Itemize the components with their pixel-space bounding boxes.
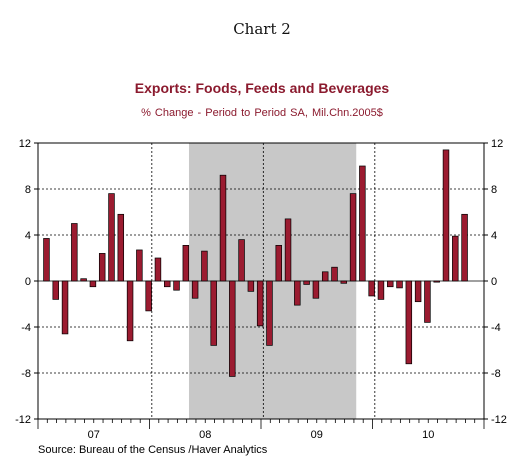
bar xyxy=(368,280,375,297)
page-title: Chart 2 xyxy=(233,20,291,38)
bar xyxy=(321,271,329,282)
y-tick-label-left: 4 xyxy=(25,230,31,242)
bar xyxy=(275,245,282,282)
chart-title: Exports: Foods, Feeds and Beverages xyxy=(134,80,390,96)
bar xyxy=(396,280,403,289)
bar xyxy=(331,266,338,282)
y-tick-label-right: 8 xyxy=(491,184,497,196)
bar xyxy=(191,280,199,299)
bar xyxy=(266,280,273,346)
chart-subtitle: % Change - Period to Period SA, Mil.Chn.… xyxy=(141,107,383,119)
bar xyxy=(340,280,348,284)
bar xyxy=(173,280,180,291)
y-tick-label-right: -8 xyxy=(491,368,501,380)
bar xyxy=(80,278,87,282)
bar xyxy=(442,149,450,282)
axes-layer xyxy=(34,142,488,429)
bar xyxy=(247,280,255,292)
bar xyxy=(377,280,385,300)
bar xyxy=(294,280,301,306)
y-tick-label-right: 4 xyxy=(491,230,497,242)
bar xyxy=(164,280,171,288)
y-tick-label-left: -12 xyxy=(15,414,31,426)
bar xyxy=(145,280,152,312)
source-note: Source: Bureau of the Census /Haver Anal… xyxy=(38,444,268,456)
bar xyxy=(387,280,394,288)
x-year-label: 09 xyxy=(311,429,323,441)
bar xyxy=(210,280,217,346)
y-tick-label-left: 8 xyxy=(25,184,31,196)
bar xyxy=(256,280,264,327)
bar xyxy=(182,245,190,282)
bar xyxy=(136,249,143,282)
bar xyxy=(359,165,366,282)
bar xyxy=(424,280,431,323)
bar xyxy=(452,235,459,282)
y-tick-label-right: 0 xyxy=(491,276,497,288)
bar xyxy=(303,280,310,285)
y-tick-label-left: 12 xyxy=(19,138,31,150)
y-tick-label-left: -4 xyxy=(21,322,31,334)
bar xyxy=(284,218,292,282)
bar xyxy=(238,239,245,282)
bar xyxy=(154,257,162,282)
bar xyxy=(117,213,125,282)
bar xyxy=(61,280,69,335)
y-tick-label-left: -8 xyxy=(21,368,31,380)
bar xyxy=(229,280,236,377)
bar xyxy=(201,250,208,282)
y-tick-label-left: 0 xyxy=(25,276,31,288)
bar xyxy=(414,280,422,303)
y-tick-label-right: -12 xyxy=(491,414,507,426)
bar xyxy=(219,174,227,282)
bar xyxy=(349,193,357,282)
bar xyxy=(433,280,440,283)
x-year-label: 07 xyxy=(88,429,100,441)
y-tick-label-right: -4 xyxy=(491,322,501,334)
bar xyxy=(126,280,134,342)
bar xyxy=(98,253,106,282)
x-year-label: 10 xyxy=(422,429,434,441)
y-tick-label-right: 12 xyxy=(491,138,503,150)
x-year-label: 08 xyxy=(199,429,211,441)
bars-layer xyxy=(43,149,468,377)
bar xyxy=(89,280,97,288)
bar xyxy=(461,213,468,282)
bar xyxy=(405,280,413,365)
tick-labels-layer: 12 12 8 8 4 4 0 0 -4 -4 -8 -8 -12 -12 07 08 09 10 xyxy=(15,138,507,441)
bar xyxy=(71,223,78,282)
bar xyxy=(52,280,59,300)
bar xyxy=(312,280,320,299)
bar xyxy=(43,238,50,282)
bar xyxy=(108,193,115,282)
